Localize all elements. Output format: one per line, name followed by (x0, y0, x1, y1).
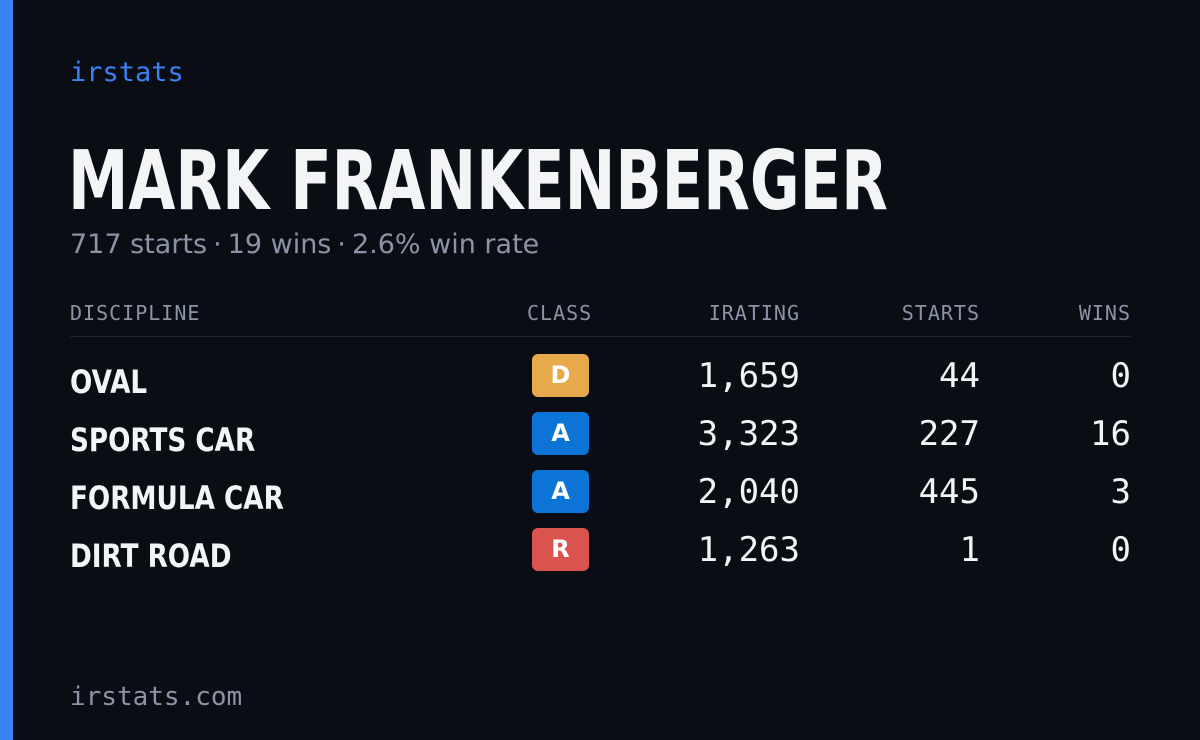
table-row-dirt-road: DIRT ROAD R 1,263 1 0 (70, 528, 1131, 586)
class-badge: A (532, 470, 589, 513)
starts-value: 445 (918, 472, 980, 512)
stats-table-header: DISCIPLINE CLASS IRATING STARTS WINS (70, 298, 1131, 337)
starts-value: 1 (959, 530, 980, 570)
irating-value: 2,040 (697, 472, 800, 512)
table-row-sports-car: SPORTS CAR A 3,323 227 16 (70, 412, 1131, 470)
summary-separator: · (213, 229, 222, 260)
class-badge: D (532, 354, 589, 397)
table-row-oval: OVAL D 1,659 44 0 (70, 354, 1131, 412)
wins-value: 3 (1110, 472, 1131, 512)
summary-win-rate: 2.6% win rate (351, 229, 540, 260)
brand-logo[interactable]: irstats (70, 57, 184, 88)
class-badge: A (532, 412, 589, 455)
summary-wins: 19 wins (227, 229, 332, 260)
accent-bar (0, 0, 13, 740)
table-row-formula-car: FORMULA CAR A 2,040 445 3 (70, 470, 1131, 528)
class-badge: R (532, 528, 589, 571)
irating-value: 1,263 (697, 530, 800, 570)
header-starts: STARTS (901, 301, 980, 325)
wins-value: 16 (1090, 414, 1131, 454)
driver-name: MARK FRANKENBERGER (68, 134, 888, 229)
summary-starts: 717 starts (70, 229, 208, 260)
discipline-name: SPORTS CAR (70, 421, 256, 459)
header-irating: IRATING (708, 301, 800, 325)
footer-url-link[interactable]: irstats.com (70, 682, 243, 712)
driver-summary: 717 starts · 19 wins · 2.6% win rate (70, 228, 539, 262)
irating-value: 3,323 (697, 414, 800, 454)
summary-separator: · (337, 229, 346, 260)
discipline-name: DIRT ROAD (70, 537, 232, 575)
irating-value: 1,659 (697, 356, 800, 396)
starts-value: 44 (939, 356, 980, 396)
wins-value: 0 (1110, 356, 1131, 396)
discipline-name: OVAL (70, 363, 148, 401)
header-class: CLASS (527, 301, 593, 325)
header-discipline: DISCIPLINE (70, 301, 201, 325)
starts-value: 227 (918, 414, 980, 454)
discipline-name: FORMULA CAR (70, 479, 284, 517)
header-wins: WINS (1078, 301, 1131, 325)
wins-value: 0 (1110, 530, 1131, 570)
